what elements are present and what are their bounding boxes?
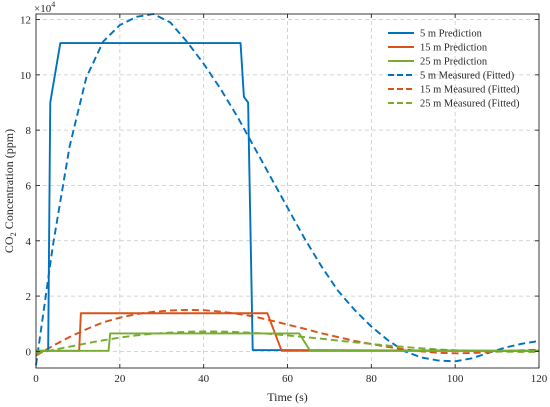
x-axis-label: Time (s) [267,390,308,404]
x-tick-label: 60 [282,373,294,385]
x-tick-label: 100 [447,373,464,385]
y-multiplier-exp: 4 [51,0,55,9]
y-axis-label-tail: Concentration (ppm) [2,129,16,232]
y-tick-label: 12 [20,15,31,27]
x-tick-label: 20 [114,373,126,385]
y-tick-label: 0 [26,346,32,358]
legend-label: 15 m Prediction [420,43,488,54]
x-tick-label: 0 [33,373,39,385]
x-tick-label: 40 [198,373,210,385]
series-line-1 [36,42,540,352]
y-axis-label: CO2 Concentration (ppm) [2,129,18,253]
legend-label: 25 m Measured (Fitted) [420,99,520,110]
y-tick-label: 6 [26,180,32,192]
x-tick-label: 120 [531,373,548,385]
series-line-3 [36,332,539,352]
x-tick-label: 80 [366,373,378,385]
series-lines [35,13,540,366]
legend-label: 15 m Measured (Fitted) [420,85,520,96]
grid-lines [36,14,539,368]
y-axis-label-main: CO [2,236,16,253]
series-line-4 [35,13,540,366]
legend-label: 5 m Prediction [420,29,483,40]
series-line-5 [35,308,540,357]
y-axis-label-sub: 2 [8,232,18,236]
y-tick-label: 8 [26,125,32,137]
y-tick-label: 10 [20,70,32,82]
y-tick-label: 2 [26,291,32,303]
tick-marks: 0 20 40 60 80 100 120 0 2 4 6 8 10 12 [20,14,548,385]
y-multiplier-label: ×104 [34,0,55,15]
legend-label: 25 m Prediction [420,57,488,68]
y-tick-label: 4 [26,236,32,248]
legend: 5 m Prediction 15 m Prediction 25 m Predic… [388,29,520,110]
y-multiplier-base: ×10 [34,3,52,15]
legend-label: 5 m Measured (Fitted) [420,71,515,82]
